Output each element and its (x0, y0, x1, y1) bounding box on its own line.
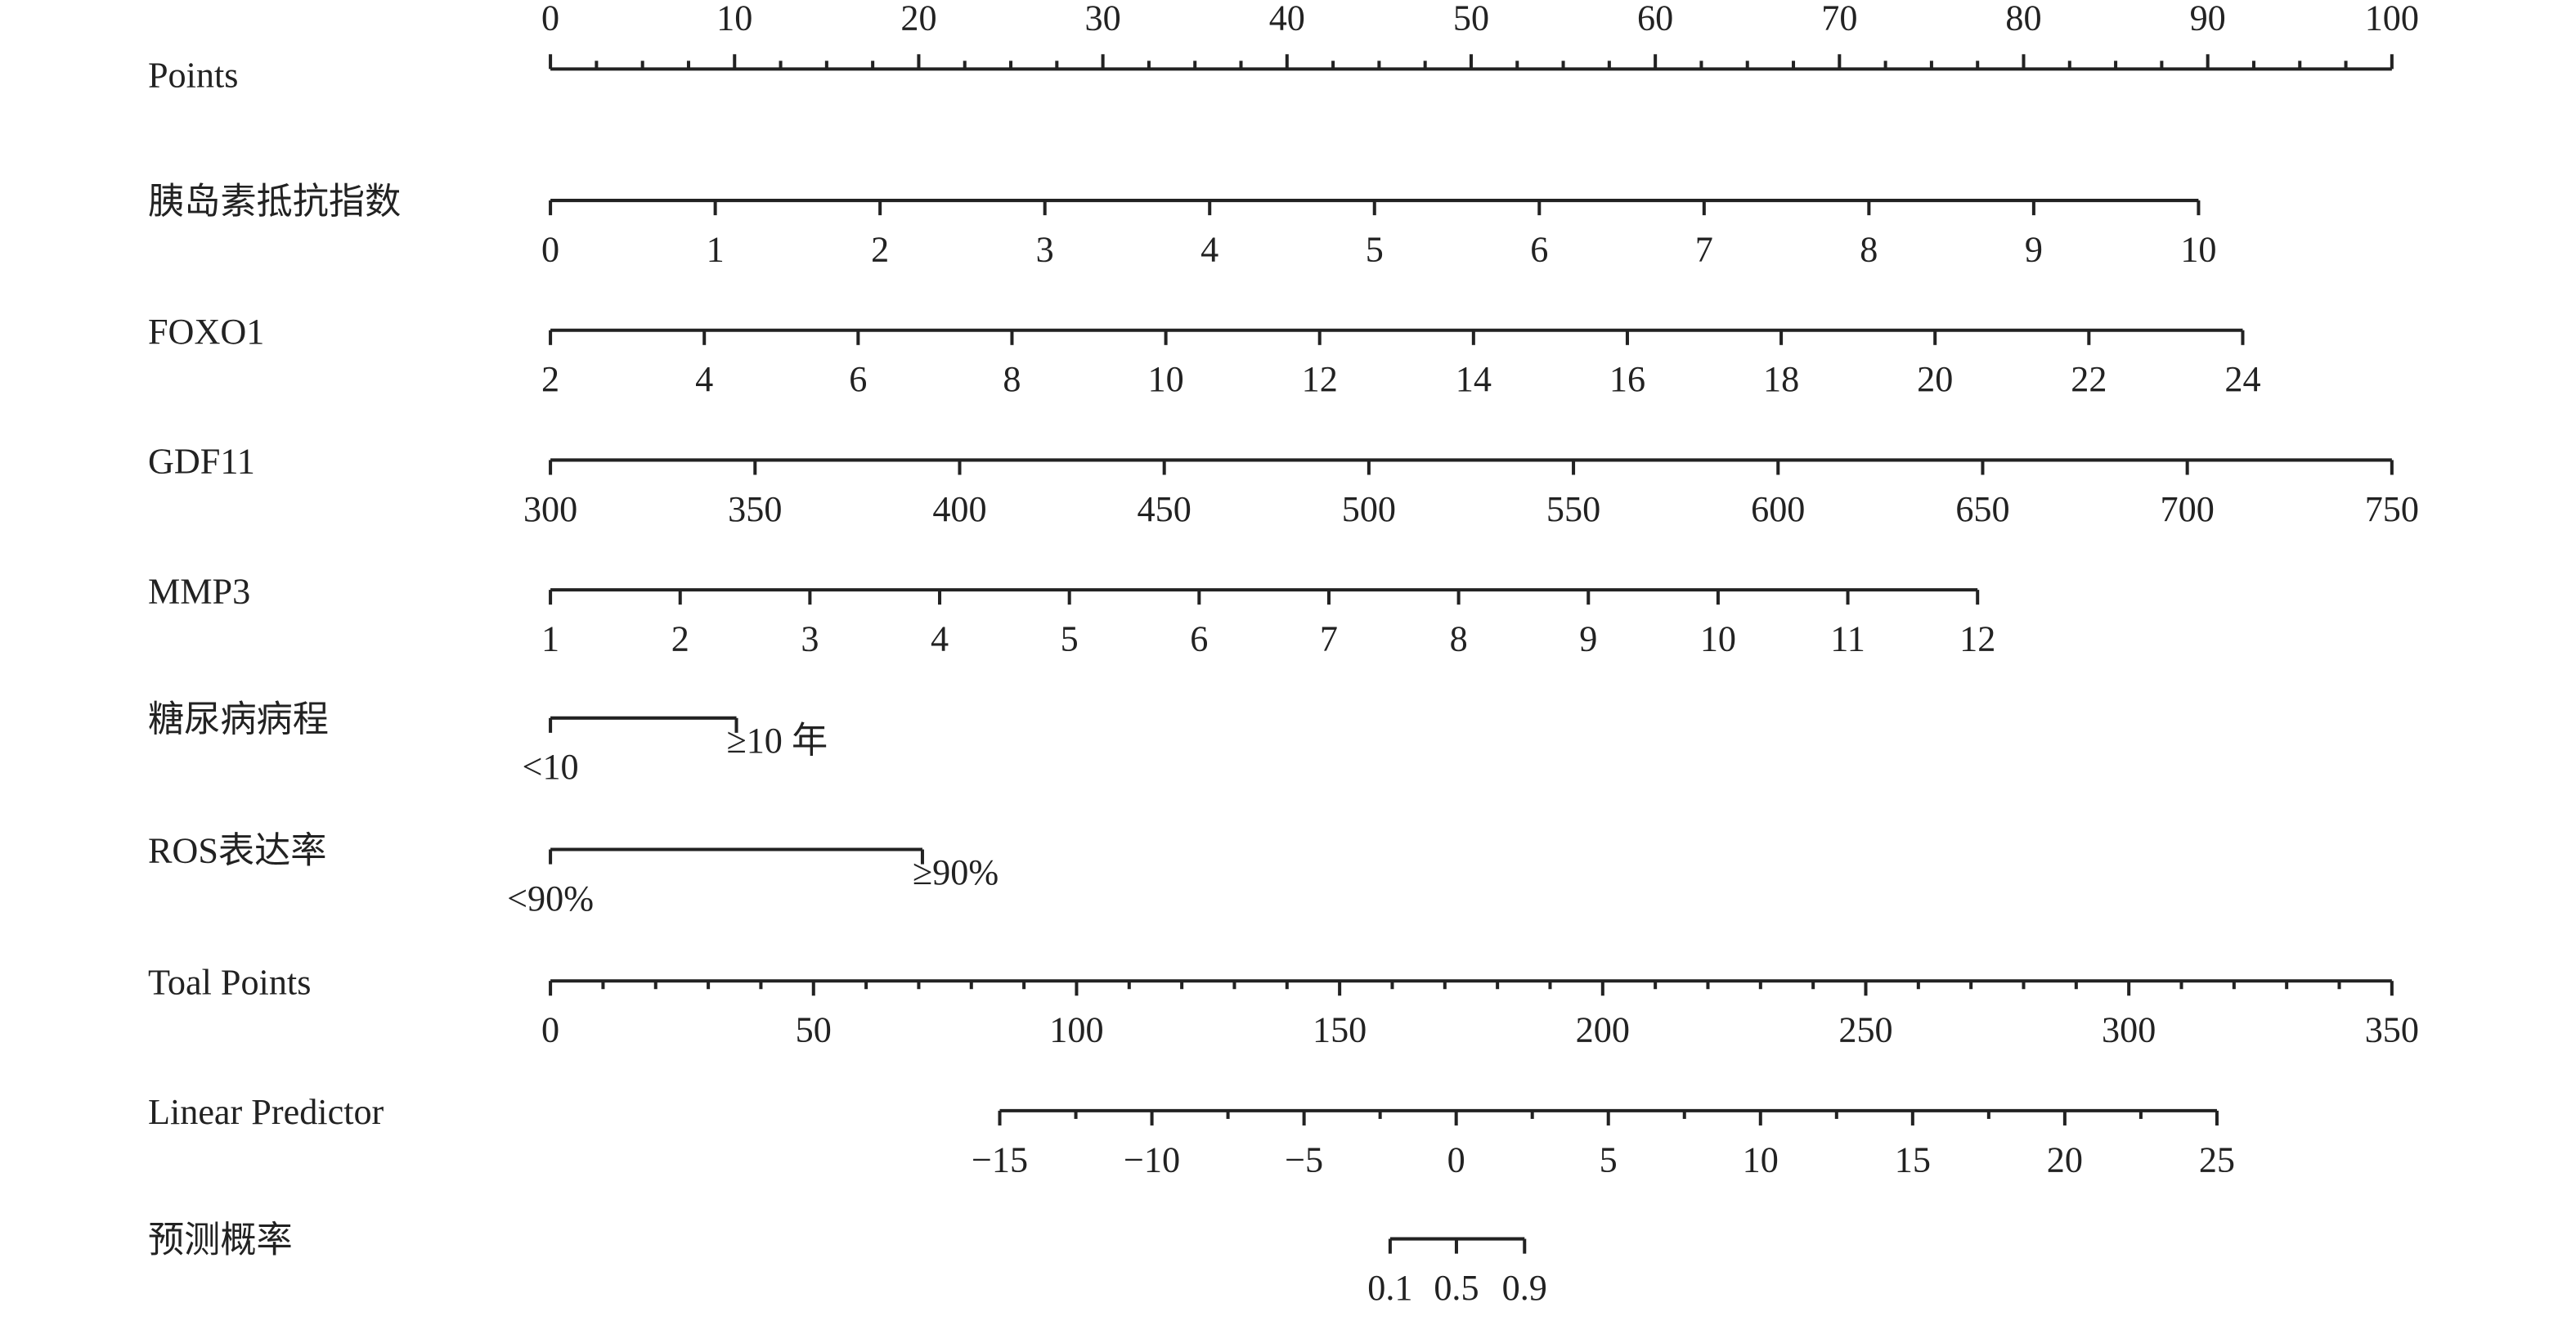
tick-label: 2 (671, 619, 689, 659)
tick-label: 700 (2161, 489, 2215, 529)
tick-label: 22 (2071, 359, 2107, 399)
row-label: FOXO1 (148, 312, 264, 352)
tick-label: 10 (716, 0, 752, 38)
tick-label: 70 (1821, 0, 1857, 38)
tick-label: 80 (2005, 0, 2041, 38)
tick-label: 0 (541, 0, 559, 38)
row-label: Toal Points (148, 962, 311, 1002)
tick-label: 3 (1036, 229, 1054, 269)
tick-label: 50 (796, 1010, 832, 1050)
tick-label: 4 (931, 619, 949, 659)
tick-label: 4 (695, 359, 713, 399)
tick-label: 0.1 (1367, 1268, 1412, 1308)
tick-label: 0.9 (1502, 1268, 1547, 1308)
tick-label: 1 (541, 619, 559, 659)
tick-label: 1 (707, 229, 725, 269)
tick-label: 15 (1895, 1139, 1931, 1179)
tick-label: −10 (1124, 1139, 1180, 1179)
tick-label: 8 (1003, 359, 1021, 399)
tick-label: 8 (1860, 229, 1878, 269)
tick-label: −15 (972, 1139, 1028, 1179)
tick-label: 50 (1453, 0, 1489, 38)
tick-label: 18 (1763, 359, 1799, 399)
tick-label: 750 (2365, 489, 2419, 529)
row-label: 糖尿病病程 (148, 699, 329, 739)
tick-label: 7 (1320, 619, 1338, 659)
tick-label: 25 (2199, 1139, 2235, 1179)
tick-label: 5 (1366, 229, 1384, 269)
tick-label: 0 (541, 1010, 559, 1050)
tick-label: 100 (1049, 1010, 1103, 1050)
tick-label: 2 (541, 359, 559, 399)
row-label: 胰岛素抵抗指数 (148, 182, 401, 222)
tick-label: −5 (1285, 1139, 1323, 1179)
tick-label: 14 (1456, 359, 1492, 399)
tick-label: 300 (523, 489, 577, 529)
tick-label: 3 (801, 619, 819, 659)
tick-label: 11 (1830, 619, 1865, 659)
tick-label: 12 (1302, 359, 1338, 399)
tick-label: 5 (1061, 619, 1079, 659)
tick-label: 40 (1269, 0, 1305, 38)
tick-label: 16 (1609, 359, 1645, 399)
row-label: 预测概率 (148, 1220, 293, 1260)
tick-label: 10 (1743, 1139, 1779, 1179)
tick-label: 10 (1700, 619, 1736, 659)
tick-label: 8 (1450, 619, 1468, 659)
tick-label: 20 (1917, 359, 1953, 399)
tick-label: 12 (1959, 619, 1995, 659)
tick-label: 10 (1147, 359, 1183, 399)
tick-label: 650 (1955, 489, 2009, 529)
row-label: ROS表达率 (148, 831, 327, 871)
tick-label: 20 (2047, 1139, 2083, 1179)
row-label: Points (148, 56, 239, 96)
tick-label: 0 (1447, 1139, 1465, 1179)
tick-label: 6 (1530, 229, 1548, 269)
row-label: Linear Predictor (148, 1092, 384, 1132)
row-label: GDF11 (148, 442, 255, 482)
tick-label: ≥10 年 (726, 721, 828, 761)
tick-label: 200 (1576, 1010, 1630, 1050)
tick-label: 30 (1085, 0, 1121, 38)
tick-label: 9 (1579, 619, 1597, 659)
tick-label: 550 (1546, 489, 1600, 529)
tick-label: 4 (1200, 229, 1218, 269)
tick-label: 24 (2224, 359, 2260, 399)
tick-label: 600 (1751, 489, 1805, 529)
tick-label: 20 (900, 0, 936, 38)
tick-label: 6 (1190, 619, 1208, 659)
tick-label: 6 (849, 359, 867, 399)
tick-label: 10 (2180, 229, 2216, 269)
tick-label: 0 (541, 229, 559, 269)
tick-label: 450 (1138, 489, 1192, 529)
tick-label: 350 (728, 489, 782, 529)
tick-label: 5 (1600, 1139, 1618, 1179)
tick-label: 250 (1838, 1010, 1892, 1050)
tick-label: ≥90% (913, 852, 999, 892)
tick-label: <90% (507, 878, 594, 919)
tick-label: 2 (871, 229, 889, 269)
row-label: MMP3 (148, 571, 250, 611)
tick-label: 400 (932, 489, 986, 529)
tick-label: <10 (523, 747, 579, 787)
tick-label: 60 (1637, 0, 1673, 38)
tick-label: 150 (1313, 1010, 1367, 1050)
tick-label: 300 (2102, 1010, 2156, 1050)
tick-label: 100 (2365, 0, 2419, 38)
tick-label: 0.5 (1434, 1268, 1479, 1308)
tick-label: 7 (1695, 229, 1713, 269)
tick-label: 90 (2190, 0, 2226, 38)
tick-label: 9 (2025, 229, 2043, 269)
tick-label: 350 (2365, 1010, 2419, 1050)
tick-label: 500 (1342, 489, 1396, 529)
